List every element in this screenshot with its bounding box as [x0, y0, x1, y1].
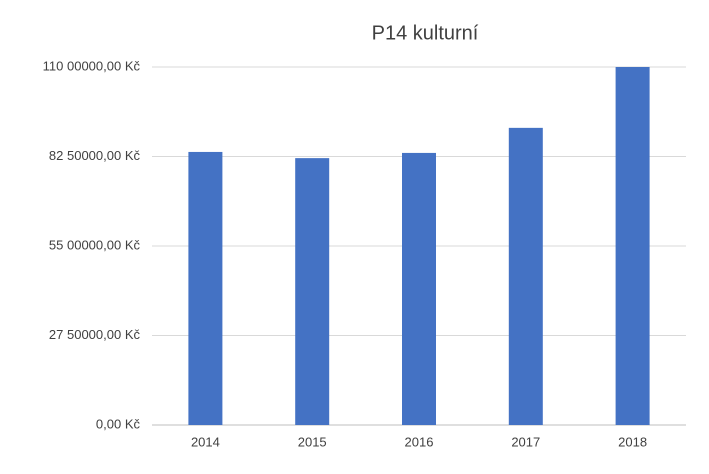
x-tick-label: 2016 — [405, 434, 434, 449]
bar — [508, 127, 543, 426]
bar — [295, 158, 330, 426]
y-tick-label: 27 50000,00 Kč — [49, 327, 141, 342]
y-tick-label: 110 00000,00 Kč — [43, 58, 141, 73]
y-tick-label: 0,00 Kč — [96, 416, 141, 431]
bar — [402, 152, 436, 426]
y-tick-label: 55 00000,00 Kč — [49, 237, 141, 252]
y-tick-label: 82 50000,00 Kč — [49, 148, 141, 163]
x-tick-label: 2017 — [511, 434, 540, 449]
bar — [188, 151, 223, 425]
chart-title: P14 kulturní — [372, 22, 479, 44]
x-tick-label: 2014 — [191, 434, 220, 449]
bar — [615, 67, 650, 425]
x-tick-label: 2018 — [618, 434, 647, 449]
x-tick-label: 2015 — [298, 434, 327, 449]
